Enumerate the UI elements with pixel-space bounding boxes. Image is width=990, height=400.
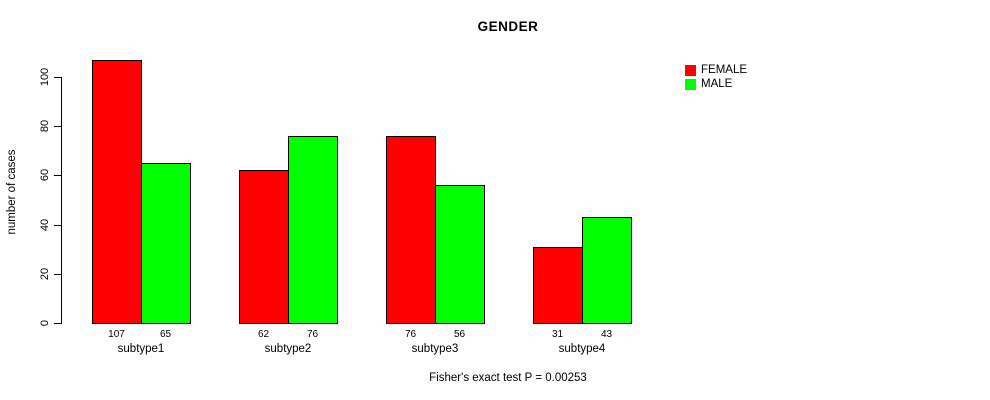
bar-value-label: 43 xyxy=(600,329,613,340)
legend-label-male: MALE xyxy=(701,78,733,90)
female-color-swatch xyxy=(685,64,696,76)
y-tick-label: 40 xyxy=(39,218,51,232)
y-tick-label: 60 xyxy=(39,168,51,182)
y-tick-label: 0 xyxy=(39,319,51,327)
male-color-swatch xyxy=(685,78,696,90)
legend-label-female: FEMALE xyxy=(701,64,748,76)
statistical-test-caption: Fisher's exact test P = 0.00253 xyxy=(429,372,587,384)
bar-female-subtype1 xyxy=(92,60,142,324)
bar-value-label: 65 xyxy=(159,329,172,340)
bar-male-subtype4 xyxy=(582,217,632,324)
legend-item-female: FEMALE xyxy=(685,63,747,77)
bar-male-subtype3 xyxy=(435,185,485,324)
chart-title: GENDER xyxy=(477,19,539,34)
y-axis-line xyxy=(61,77,62,324)
y-axis-label: number of cases xyxy=(6,149,18,235)
y-tick-mark xyxy=(54,77,61,78)
y-tick-mark xyxy=(54,175,61,176)
y-tick-mark xyxy=(54,323,61,324)
x-category-label: subtype1 xyxy=(117,343,165,355)
bar-male-subtype2 xyxy=(288,136,338,324)
bar-value-label: 76 xyxy=(404,329,417,340)
y-tick-label: 80 xyxy=(39,119,51,133)
bar-female-subtype2 xyxy=(239,170,289,324)
y-tick-label: 20 xyxy=(39,267,51,281)
legend-item-male: MALE xyxy=(685,77,747,91)
legend: FEMALE MALE xyxy=(685,63,747,91)
x-category-label: subtype4 xyxy=(558,343,606,355)
bar-female-subtype3 xyxy=(386,136,436,324)
bar-female-subtype4 xyxy=(533,247,583,324)
x-category-label: subtype2 xyxy=(264,343,312,355)
y-tick-mark xyxy=(54,274,61,275)
y-tick-mark xyxy=(54,225,61,226)
x-category-label: subtype3 xyxy=(411,343,459,355)
bar-value-label: 107 xyxy=(108,329,125,340)
bar-value-label: 56 xyxy=(453,329,466,340)
bar-value-label: 31 xyxy=(551,329,564,340)
bar-value-label: 62 xyxy=(257,329,270,340)
bar-male-subtype1 xyxy=(141,163,191,324)
y-tick-mark xyxy=(54,126,61,127)
bar-value-label: 76 xyxy=(306,329,319,340)
y-tick-label: 100 xyxy=(39,67,51,87)
